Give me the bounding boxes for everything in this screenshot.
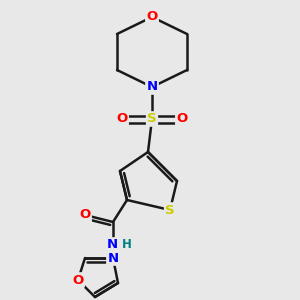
Text: O: O — [176, 112, 188, 125]
Text: O: O — [80, 208, 91, 221]
Text: H: H — [122, 238, 132, 251]
Text: S: S — [165, 203, 175, 217]
Text: O: O — [72, 274, 84, 286]
Text: O: O — [146, 11, 158, 23]
Text: O: O — [116, 112, 128, 125]
Text: S: S — [147, 112, 157, 125]
Text: N: N — [107, 251, 118, 265]
Text: N: N — [146, 80, 158, 94]
Text: N: N — [106, 238, 118, 251]
